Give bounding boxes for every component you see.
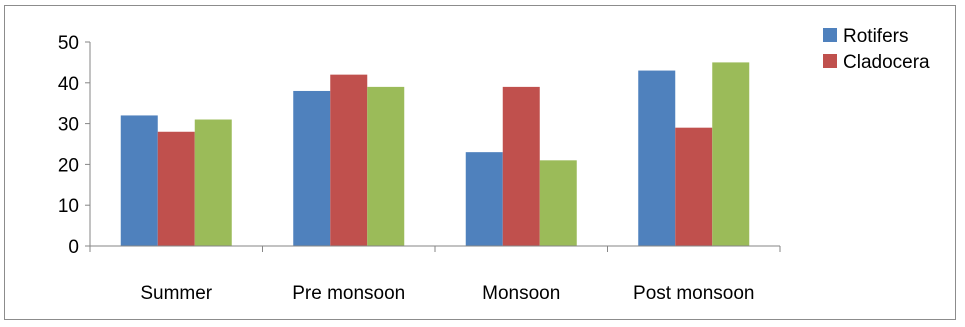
bar — [293, 90, 331, 247]
bar — [120, 115, 158, 246]
bar — [638, 70, 676, 246]
bar — [712, 62, 750, 247]
bar — [194, 119, 232, 246]
y-tick-label: 40 — [58, 74, 79, 95]
bar — [330, 74, 368, 246]
y-tick-label: 0 — [68, 237, 79, 258]
x-category-label: Pre monsoon — [292, 283, 405, 304]
x-ticks-group: Summer Pre monsoon Monsoon Post monsoon — [89, 246, 781, 304]
legend-label: Rotifers — [843, 26, 908, 47]
bars-group — [120, 62, 750, 247]
y-tick-label: 30 — [58, 115, 79, 136]
bar — [465, 152, 503, 246]
x-category-label: Summer — [140, 283, 212, 304]
bar — [675, 127, 713, 246]
x-category-label: Post monsoon — [633, 283, 754, 304]
legend-label: Cladocera — [843, 52, 930, 73]
legend-swatch — [823, 28, 837, 42]
y-tick-label: 10 — [58, 196, 79, 217]
legend-swatch — [823, 54, 837, 68]
bar — [539, 160, 577, 246]
y-ticks-group: 0 10 20 30 40 50 — [58, 33, 90, 258]
y-tick-label: 20 — [58, 155, 79, 176]
legend: Rotifers Cladocera — [823, 26, 930, 73]
x-category-label: Monsoon — [482, 283, 560, 304]
bar — [502, 86, 540, 246]
bar — [367, 86, 405, 246]
bar — [157, 131, 195, 246]
y-tick-label: 50 — [58, 33, 79, 54]
